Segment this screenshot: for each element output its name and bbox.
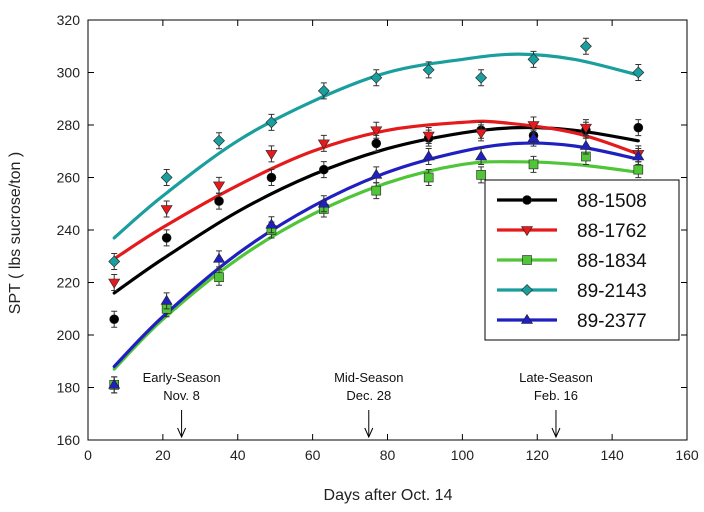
x-tick-label: 120 [526,447,550,463]
fit-curve-88-1762 [112,119,640,261]
data-point-89-2143 [265,116,278,129]
y-tick-label: 220 [57,275,81,291]
y-tick-label: 160 [57,432,81,448]
legend-marker-88-1508 [522,195,532,205]
data-point-88-1508 [214,196,224,206]
data-point-88-1762 [265,150,278,160]
annotation-label: Mid-Season [334,370,403,385]
annotation-arrow-head [177,427,187,439]
data-point-89-2143 [527,53,540,66]
data-point-89-2143 [370,71,383,84]
x-tick-label: 0 [84,447,92,463]
annotation-date: Nov. 8 [163,388,200,403]
data-point-88-1834 [423,172,434,183]
y-tick-label: 280 [57,117,81,133]
legend-marker-88-1762 [520,226,534,237]
legend-label-88-1762: 88-1762 [577,221,647,242]
legend-label-89-2143: 89-2143 [577,281,647,302]
axes: 0 20 40 60 80 100 120 140 160 160 180 200 220 240 260 2… [57,12,699,463]
data-point-89-2377 [212,252,226,263]
data-point-88-1508 [109,314,120,325]
data-point-89-2377 [475,150,488,161]
y-tick-label: 240 [57,222,81,238]
data-point-89-2377 [108,378,121,389]
data-point-89-2377 [632,150,645,161]
season-annotations: Early-Season Nov. 8 Mid-Season Dec. 28 Late-… [143,370,593,439]
x-tick-label: 40 [230,447,246,463]
data-point-88-1508 [371,138,382,149]
data-point-89-2377 [527,132,540,142]
legend: 88-1508 88-1762 88-1834 89-2143 89-2377 [484,179,680,341]
legend-label-88-1834: 88-1834 [577,251,647,272]
y-tick-label: 200 [57,327,81,343]
data-point-89-2143 [632,66,645,79]
data-point-88-1762 [422,131,435,142]
data-point-88-1508 [319,164,329,175]
annotation-arrow-head [364,427,374,439]
data-point-88-1762 [317,139,330,150]
x-tick-label: 20 [155,447,171,463]
data-point-88-1834 [528,159,539,170]
data-point-89-2143 [213,134,225,147]
x-tick-label: 60 [305,447,321,463]
data-point-89-2377 [579,139,592,150]
data-point-88-1834 [476,170,486,180]
data-point-89-2377 [317,197,330,208]
data-point-89-2377 [422,150,435,161]
legend-label-89-2377: 89-2377 [577,311,647,332]
legend-marker-89-2143 [521,284,533,296]
data-point-89-2143 [422,63,435,76]
x-tick-label: 100 [451,447,475,463]
data-point-88-1508 [161,233,172,243]
legend-label-88-1508: 88-1508 [577,191,647,212]
data-point-88-1834 [214,272,224,283]
data-point-88-1762 [108,278,121,289]
annotation-label: Late-Season [519,370,593,385]
data-points [108,37,645,394]
data-point-89-2143 [475,71,488,84]
y-axis-title: SPT ( lbs sucrose/ton ) [7,152,24,314]
annotation-date: Feb. 16 [534,388,578,403]
data-point-89-2143 [317,84,330,97]
data-point-88-1508 [266,172,277,183]
data-point-88-1762 [212,181,226,192]
data-point-89-2377 [265,218,278,229]
data-point-88-1762 [475,129,488,139]
x-tick-label: 140 [600,447,624,463]
data-point-88-1762 [160,205,173,216]
data-point-89-2377 [160,294,173,305]
y-tick-label: 180 [57,380,81,396]
annotation-arrow-head [551,427,561,439]
data-point-88-1834 [371,185,382,196]
data-point-89-2377 [370,168,383,179]
x-tick-label: 160 [675,447,699,463]
data-point-89-2143 [579,40,592,53]
data-point-88-1834 [633,164,644,175]
x-axis-title: Days after Oct. 14 [324,487,453,504]
data-point-89-2143 [160,171,173,184]
y-tick-label: 300 [57,65,81,81]
data-point-88-1762 [370,126,383,137]
y-tick-label: 320 [57,12,81,28]
legend-marker-89-2377 [520,313,534,324]
data-point-88-1762 [527,121,540,132]
legend-marker-88-1834 [522,255,532,265]
annotation-date: Dec. 28 [346,388,391,403]
annotation-label: Early-Season [143,370,221,385]
x-tick-label: 80 [380,447,396,463]
data-point-88-1762 [579,123,592,134]
data-point-88-1508 [633,122,644,133]
data-point-89-2143 [108,255,121,268]
y-tick-label: 260 [57,170,81,186]
